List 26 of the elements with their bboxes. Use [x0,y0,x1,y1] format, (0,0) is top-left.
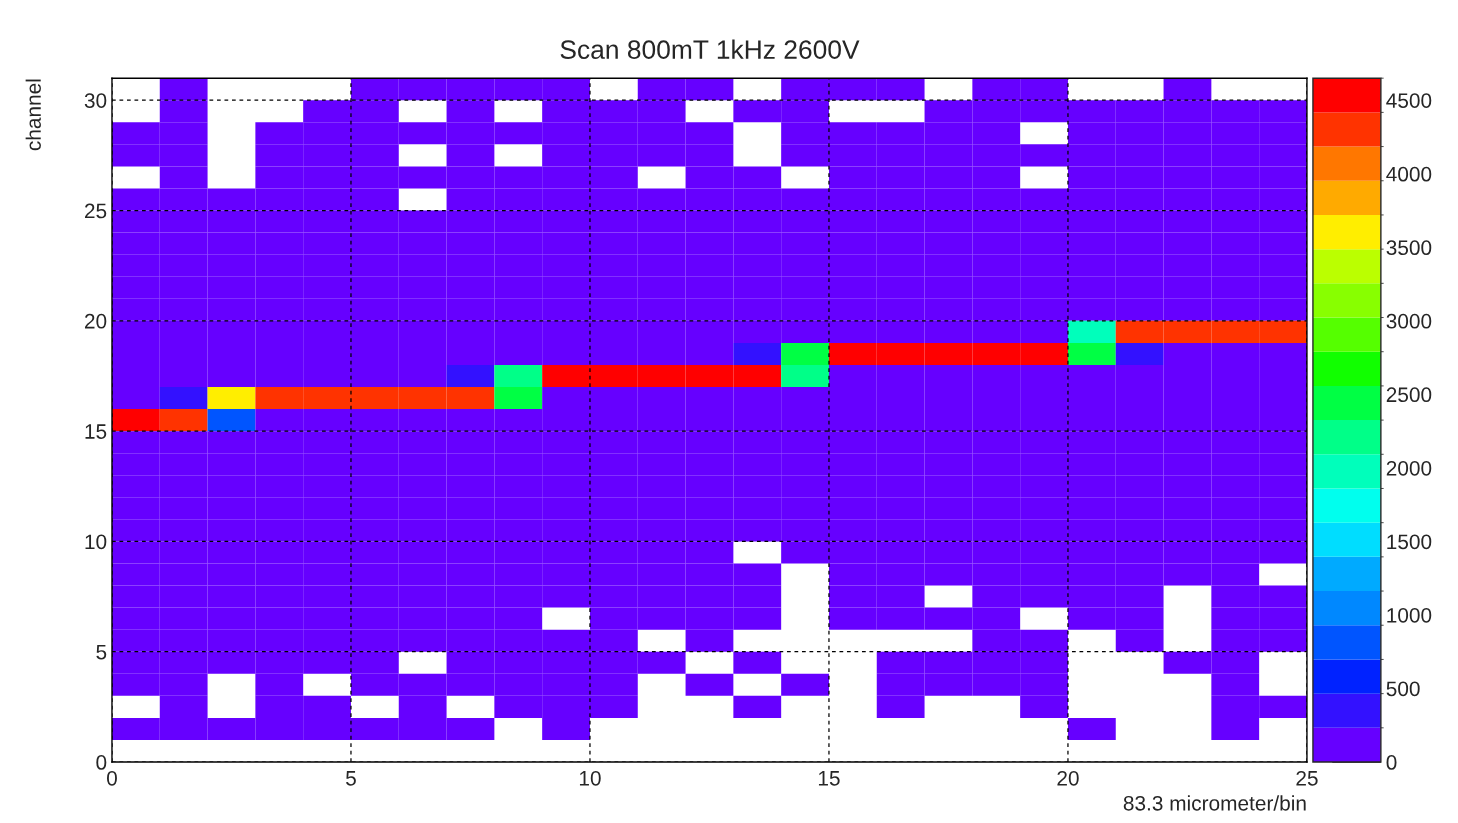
color-bar-label: 4500 [1386,93,1432,108]
color-bar-label: 1500 [1387,534,1432,550]
chart-title: Scan 800mT 1kHz 2600V [560,39,860,59]
color-bar-label: 2000 [1386,460,1432,476]
x-tick-label: 20 [1057,770,1079,786]
x-tick-label: 0 [107,770,117,786]
x-tick-label: 5 [346,771,356,786]
x-tick-label: 25 [1296,770,1318,786]
color-bar-label: 3000 [1386,313,1432,329]
y-tick-label: 5 [96,644,107,660]
y-tick-label: 20 [84,313,107,329]
y-tick-label: 10 [85,534,107,550]
color-bar-label: 4000 [1386,166,1432,182]
x-tick-label: 10 [579,770,601,786]
color-bar-label: 500 [1386,681,1420,697]
x-axis-title: 83.3 micrometer/bin [1123,795,1306,811]
y-tick-label: 25 [84,203,107,219]
color-bar-label: 2500 [1386,387,1432,403]
x-tick-label: 15 [818,771,840,786]
color-bar-label: 3500 [1386,240,1432,256]
y-tick-label: 30 [84,93,107,108]
y-tick-label: 15 [85,424,107,439]
y-axis-title: channel [25,79,41,151]
color-bar-label: 0 [1386,755,1397,770]
y-tick-label: 0 [96,755,107,770]
color-bar-label: 1000 [1387,607,1432,623]
